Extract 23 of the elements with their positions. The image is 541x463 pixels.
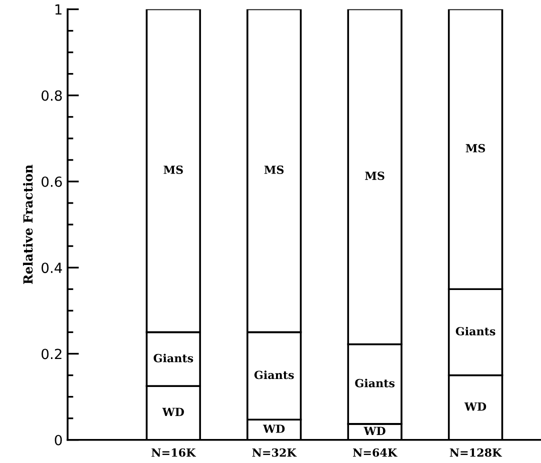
y-tick-label: 0.6: [42, 176, 62, 187]
text: MS: [164, 166, 183, 174]
y-tick-label: 0.2: [42, 348, 62, 360]
y-tick-label: 0.4: [42, 262, 62, 274]
x-tick-label: N=16K: [152, 448, 196, 457]
text: Giants: [154, 354, 194, 362]
text: MS: [264, 166, 284, 174]
x-tick-label: N=64K: [353, 448, 398, 457]
x-tick-label: N=128K: [450, 448, 502, 457]
x-tick-label: N=32K: [252, 448, 297, 457]
y-tick-label: 1: [55, 4, 62, 15]
series-label: MS: [466, 144, 486, 152]
series-label: WD: [364, 426, 386, 435]
y-tick-label: 0: [54, 434, 62, 446]
series-label: Giants: [355, 378, 395, 388]
text: MS: [365, 172, 384, 180]
text: WD: [464, 402, 486, 411]
text: WD: [262, 424, 285, 433]
text: Giants: [254, 370, 294, 380]
text: Giants: [456, 326, 496, 336]
y-axis-title: Relative Fraction: [23, 164, 33, 284]
y-tick-label: 0.8: [42, 90, 62, 101]
text: WD: [162, 408, 184, 416]
